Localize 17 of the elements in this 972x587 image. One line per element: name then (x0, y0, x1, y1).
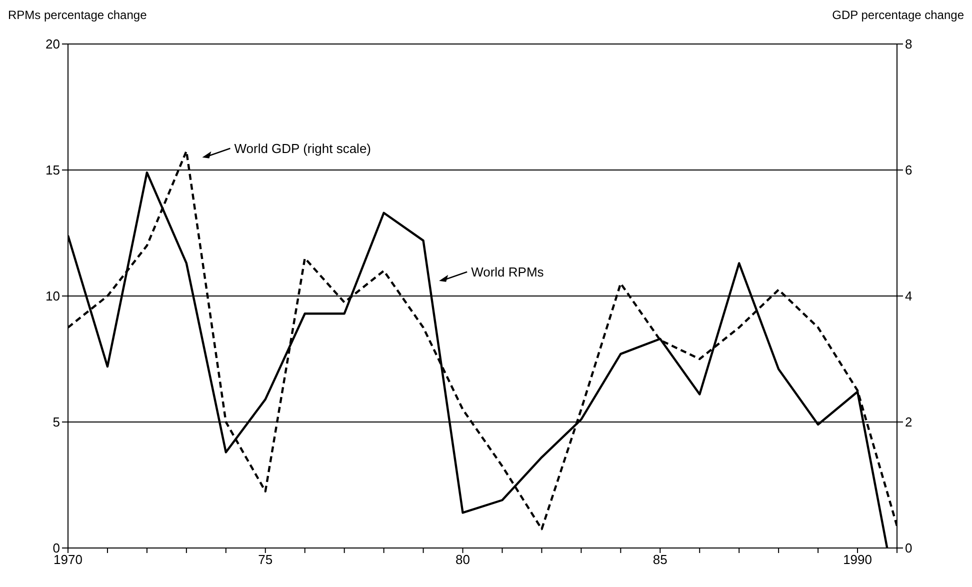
y2-axis-title: GDP percentage change (832, 8, 964, 22)
x-tick-label: 75 (258, 552, 273, 568)
x-tick-label: 80 (456, 552, 470, 568)
y-tick-label: 15 (46, 162, 60, 178)
y2-tick-label: 0 (905, 540, 912, 556)
y2-tick-label: 4 (905, 288, 912, 304)
annotation: World RPMs (471, 264, 544, 280)
y2-tick-label: 6 (905, 162, 912, 178)
y-axis-title: RPMs percentage change (8, 8, 147, 22)
x-tick-label: 1990 (843, 552, 872, 568)
y-tick-label: 10 (46, 288, 60, 304)
y-tick-label: 20 (46, 36, 60, 52)
annotation: World GDP (right scale) (234, 140, 371, 156)
y2-tick-label: 2 (905, 414, 912, 430)
y2-tick-label: 8 (905, 36, 912, 52)
x-tick-label: 85 (652, 552, 668, 568)
y-tick-label: 5 (52, 414, 60, 430)
